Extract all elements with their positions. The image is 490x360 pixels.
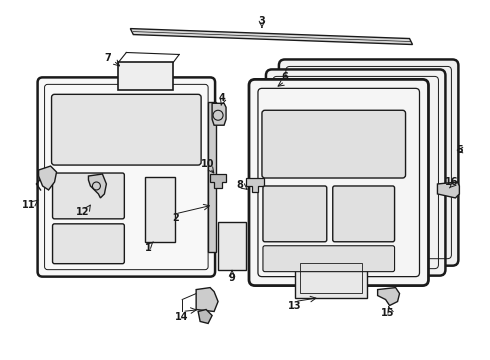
FancyBboxPatch shape: [279, 59, 458, 266]
Polygon shape: [198, 310, 212, 323]
Text: 4: 4: [219, 93, 225, 103]
Text: 13: 13: [288, 301, 302, 311]
Text: 9: 9: [229, 273, 235, 283]
FancyBboxPatch shape: [249, 80, 428, 285]
Text: 8: 8: [237, 180, 244, 190]
FancyBboxPatch shape: [266, 69, 445, 276]
Polygon shape: [378, 288, 399, 306]
Text: 2: 2: [172, 213, 178, 223]
Bar: [300, 263, 362, 293]
FancyBboxPatch shape: [263, 246, 394, 272]
Text: 14: 14: [175, 312, 189, 323]
Text: 12: 12: [76, 207, 89, 217]
Text: 6: 6: [282, 72, 288, 82]
Text: 11: 11: [22, 200, 35, 210]
Text: 3: 3: [259, 15, 265, 26]
FancyBboxPatch shape: [263, 186, 327, 242]
Text: 16: 16: [444, 177, 458, 187]
Polygon shape: [438, 182, 460, 198]
FancyBboxPatch shape: [52, 173, 124, 219]
Bar: [218, 222, 246, 270]
Polygon shape: [212, 103, 226, 125]
Text: 1: 1: [145, 243, 151, 253]
Text: 5: 5: [456, 145, 463, 155]
Polygon shape: [196, 288, 218, 311]
FancyBboxPatch shape: [262, 110, 406, 178]
FancyBboxPatch shape: [38, 77, 215, 276]
Bar: [145, 177, 175, 242]
Text: 15: 15: [381, 309, 394, 319]
Polygon shape: [130, 28, 413, 45]
Polygon shape: [246, 178, 264, 192]
FancyBboxPatch shape: [333, 186, 394, 242]
Bar: [119, 62, 173, 90]
Bar: [295, 258, 367, 298]
FancyBboxPatch shape: [52, 224, 124, 264]
Polygon shape: [210, 174, 226, 188]
Polygon shape: [89, 174, 106, 198]
Text: 7: 7: [104, 54, 111, 63]
Bar: [208, 102, 216, 252]
FancyBboxPatch shape: [51, 94, 201, 165]
Polygon shape: [39, 166, 56, 190]
Text: 10: 10: [201, 159, 215, 169]
